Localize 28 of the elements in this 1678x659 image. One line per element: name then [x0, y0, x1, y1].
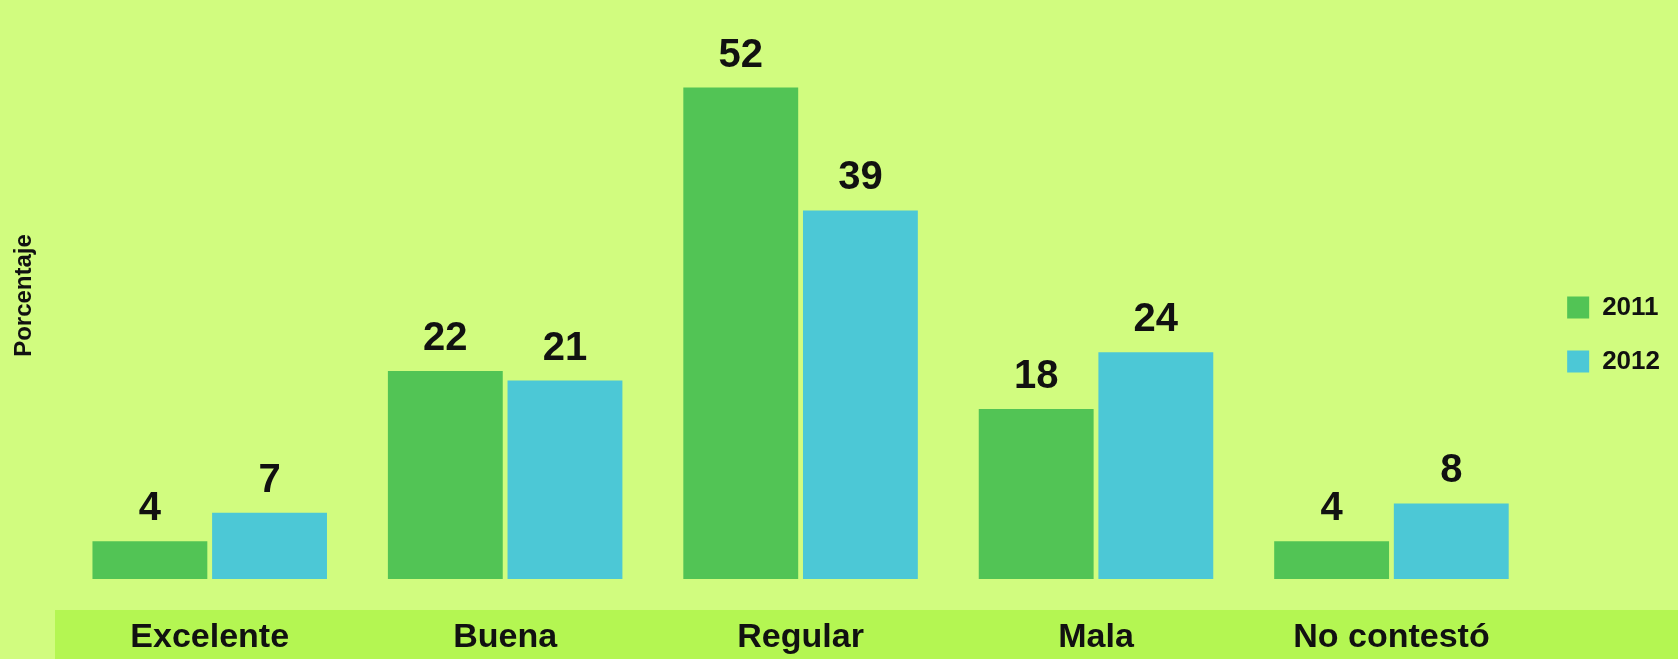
data-label: 24 — [1133, 295, 1179, 340]
x-tick-label: Buena — [453, 615, 559, 654]
data-label: 22 — [423, 314, 468, 359]
bar — [1274, 541, 1390, 579]
data-label: 7 — [258, 455, 281, 500]
y-axis-title: Porcentaje — [9, 234, 37, 357]
bar — [387, 371, 503, 579]
bar — [212, 512, 327, 579]
bar — [683, 87, 799, 579]
x-tick-label: No contestó — [1293, 615, 1490, 654]
bar — [507, 380, 623, 579]
data-label: 4 — [138, 484, 162, 529]
bar — [802, 210, 918, 579]
bar — [1098, 352, 1214, 579]
data-label: 39 — [838, 153, 883, 198]
x-tick-label: Mala — [1058, 615, 1135, 654]
legend-label: 2011 — [1602, 290, 1659, 321]
data-label: 18 — [1013, 351, 1059, 396]
x-tick-label: Excelente — [130, 615, 290, 654]
data-label: 4 — [1320, 484, 1344, 529]
legend-label: 2012 — [1602, 344, 1660, 375]
bar — [1393, 503, 1509, 579]
data-label: 21 — [542, 323, 588, 368]
bar — [92, 541, 208, 579]
data-label: 52 — [718, 30, 764, 75]
bar — [978, 408, 1094, 579]
x-tick-label: Regular — [737, 615, 864, 654]
data-label: 8 — [1440, 446, 1463, 491]
